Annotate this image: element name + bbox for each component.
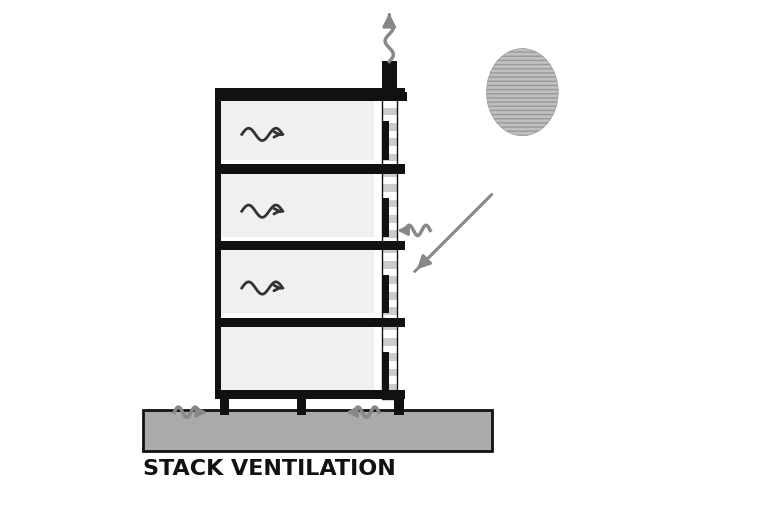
- Bar: [381, 323, 397, 330]
- Bar: [221, 169, 374, 237]
- Bar: [381, 246, 397, 253]
- Bar: [215, 92, 221, 399]
- Bar: [383, 121, 390, 160]
- Bar: [381, 315, 397, 323]
- Bar: [381, 161, 397, 169]
- Bar: [381, 192, 397, 200]
- Ellipse shape: [487, 49, 558, 136]
- Bar: [215, 92, 407, 101]
- Bar: [221, 92, 374, 160]
- Bar: [381, 200, 397, 207]
- Bar: [215, 164, 405, 174]
- Bar: [381, 376, 397, 384]
- Bar: [215, 390, 405, 399]
- Bar: [381, 61, 397, 92]
- Bar: [221, 399, 230, 415]
- Bar: [381, 253, 397, 261]
- Bar: [381, 353, 397, 361]
- Bar: [394, 399, 403, 415]
- Bar: [381, 131, 397, 138]
- Bar: [221, 323, 374, 390]
- Bar: [381, 207, 397, 215]
- Bar: [381, 184, 397, 192]
- Bar: [381, 338, 397, 346]
- Bar: [381, 230, 397, 238]
- Bar: [381, 346, 397, 353]
- Bar: [381, 384, 397, 392]
- Bar: [381, 300, 397, 307]
- Bar: [381, 361, 397, 369]
- Text: STACK VENTILATION: STACK VENTILATION: [143, 459, 396, 479]
- Bar: [381, 100, 397, 108]
- Bar: [381, 92, 397, 100]
- Bar: [383, 198, 390, 237]
- Bar: [381, 238, 397, 246]
- Bar: [383, 275, 390, 313]
- Bar: [381, 269, 397, 276]
- Bar: [381, 108, 397, 115]
- Bar: [381, 307, 397, 315]
- Bar: [381, 123, 397, 131]
- Bar: [221, 246, 374, 313]
- Bar: [381, 276, 397, 284]
- Bar: [383, 352, 390, 390]
- Bar: [381, 284, 397, 292]
- Bar: [381, 115, 397, 123]
- Bar: [297, 399, 306, 415]
- Bar: [381, 154, 397, 161]
- Bar: [381, 261, 397, 269]
- Bar: [381, 292, 397, 300]
- Bar: [215, 88, 405, 97]
- Bar: [215, 318, 405, 327]
- Bar: [381, 223, 397, 230]
- Bar: [215, 241, 405, 250]
- Bar: [381, 138, 397, 146]
- Bar: [381, 215, 397, 223]
- Bar: [381, 92, 397, 399]
- Bar: [381, 177, 397, 184]
- Bar: [381, 330, 397, 338]
- Bar: [143, 410, 492, 451]
- Bar: [381, 369, 397, 376]
- Bar: [381, 146, 397, 154]
- Bar: [381, 169, 397, 177]
- Bar: [381, 392, 397, 399]
